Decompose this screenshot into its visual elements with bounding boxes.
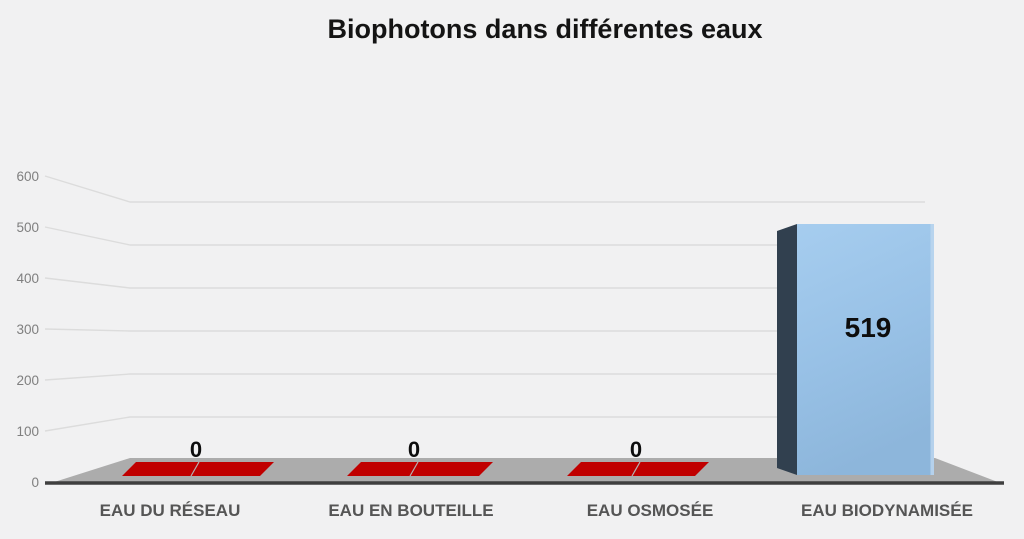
zero-bar-edge [190, 461, 200, 477]
data-label-eau-osmosee: 0 [630, 437, 642, 462]
gridline-300 [44, 328, 925, 332]
zero-bar-shape [122, 462, 274, 476]
y-tick-300: 300 [16, 322, 39, 337]
chart-floor [48, 458, 1003, 484]
zero-bar-shape [567, 462, 709, 476]
bar-eau-en-bouteille [347, 461, 493, 477]
zero-value-bars [122, 461, 709, 477]
data-label-eau-en-bouteille: 0 [408, 437, 420, 462]
category-label-eau-biodynamisee: EAU BIODYNAMISÉE [801, 501, 973, 520]
bar-eau-osmosee [567, 461, 709, 477]
chart-title: Biophotons dans différentes eaux [327, 14, 762, 44]
y-tick-600: 600 [16, 169, 39, 184]
zero-bar-edge [409, 461, 419, 477]
bar-eau-biodynamisee [777, 224, 934, 475]
data-labels: 0 0 0 519 [190, 312, 891, 462]
gridline-600 [44, 175, 925, 203]
y-axis: 600 500 400 300 200 100 0 [16, 169, 39, 490]
gridline-500 [44, 226, 925, 246]
zero-bar-edge [631, 461, 641, 477]
zero-bar-shape [347, 462, 493, 476]
y-tick-100: 100 [16, 424, 39, 439]
data-label-eau-du-reseau: 0 [190, 437, 202, 462]
category-label-eau-du-reseau: EAU DU RÉSEAU [100, 501, 241, 520]
y-tick-500: 500 [16, 220, 39, 235]
y-tick-400: 400 [16, 271, 39, 286]
bar-edge-highlight [930, 224, 934, 475]
gridline-100 [44, 416, 925, 432]
data-label-eau-biodynamisee: 519 [845, 312, 892, 343]
gridline-400 [44, 277, 925, 289]
y-tick-0: 0 [31, 475, 39, 490]
category-label-eau-osmosee: EAU OSMOSÉE [587, 501, 714, 520]
category-label-eau-en-bouteille: EAU EN BOUTEILLE [328, 501, 493, 520]
x-axis-category-labels: EAU DU RÉSEAU EAU EN BOUTEILLE EAU OSMOS… [100, 501, 973, 520]
gridline-200 [44, 373, 925, 381]
bar-eau-du-reseau [122, 461, 274, 477]
gridlines [44, 175, 925, 432]
y-tick-200: 200 [16, 373, 39, 388]
bar-front-face [797, 224, 934, 475]
bar-side-face [777, 224, 797, 475]
